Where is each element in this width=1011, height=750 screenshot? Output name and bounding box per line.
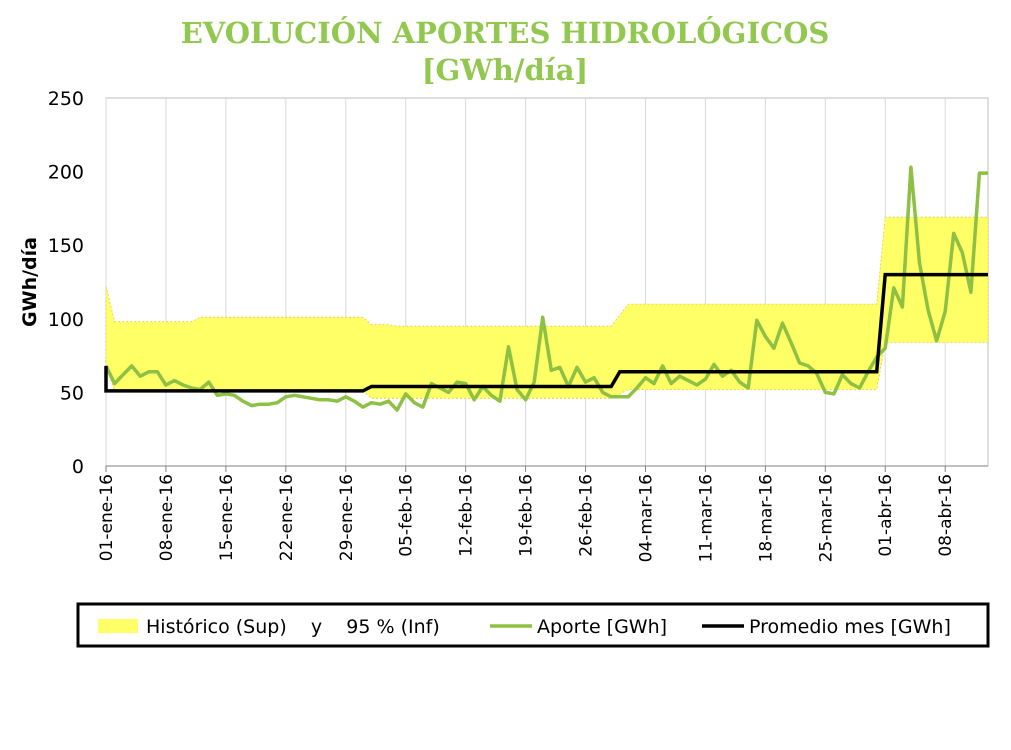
monthly-average-layer: [104, 272, 988, 393]
y-tick-label: 200: [48, 162, 84, 184]
legend-band-label: Histórico (Sup) y 95 % (Inf): [146, 616, 440, 638]
historic-band-layer: [105, 216, 989, 399]
x-tick-label: 15-ene-16: [217, 474, 237, 561]
x-tick-label: 05-feb-16: [397, 474, 417, 557]
y-axis-label: GWh/día: [19, 237, 41, 327]
x-tick-label: 08-ene-16: [157, 474, 177, 561]
monthly-average-line: [104, 272, 988, 393]
y-tick-label: 0: [72, 456, 84, 478]
y-tick-label: 100: [48, 309, 84, 331]
legend: Histórico (Sup) y 95 % (Inf) Aporte [GWh…: [76, 602, 990, 648]
x-tick-label: 25-mar-16: [816, 474, 836, 562]
legend-box: [76, 602, 990, 648]
legend-average-label: Promedio mes [GWh]: [749, 616, 951, 638]
plot-area: [105, 97, 989, 467]
legend-band-swatch: [98, 619, 138, 633]
y-tick-label: 150: [48, 235, 84, 257]
x-tick-label: 04-mar-16: [636, 474, 656, 562]
x-tick-label: 22-ene-16: [277, 474, 297, 561]
historic-band: [105, 216, 989, 399]
x-axis-ticks: 01-ene-16 08-ene-16 15-ene-16 22-ene-16 29-e…: [97, 466, 956, 562]
chart-subtitle: [GWh/día]: [422, 53, 589, 87]
y-axis-ticks: 0 50 100 150 200 250: [48, 88, 84, 478]
x-tick-label: 18-mar-16: [756, 474, 776, 562]
y-tick-label: 50: [60, 382, 84, 404]
x-tick-label: 29-ene-16: [337, 474, 357, 561]
x-tick-label: 26-feb-16: [577, 474, 597, 557]
x-tick-label: 01-ene-16: [97, 474, 117, 561]
x-tick-label: 12-feb-16: [457, 474, 477, 557]
chart-title: EVOLUCIÓN APORTES HIDROLÓGICOS: [181, 15, 830, 50]
x-tick-label: 11-mar-16: [696, 474, 716, 562]
x-tick-label: 08-abr-16: [936, 474, 956, 557]
y-tick-label: 250: [48, 88, 84, 110]
inflow-line: [104, 165, 988, 412]
x-tick-label: 01-abr-16: [876, 474, 896, 557]
x-tick-label: 19-feb-16: [517, 474, 537, 557]
legend-inflow-label: Aporte [GWh]: [537, 616, 667, 638]
inflow-line-layer: [104, 165, 988, 412]
